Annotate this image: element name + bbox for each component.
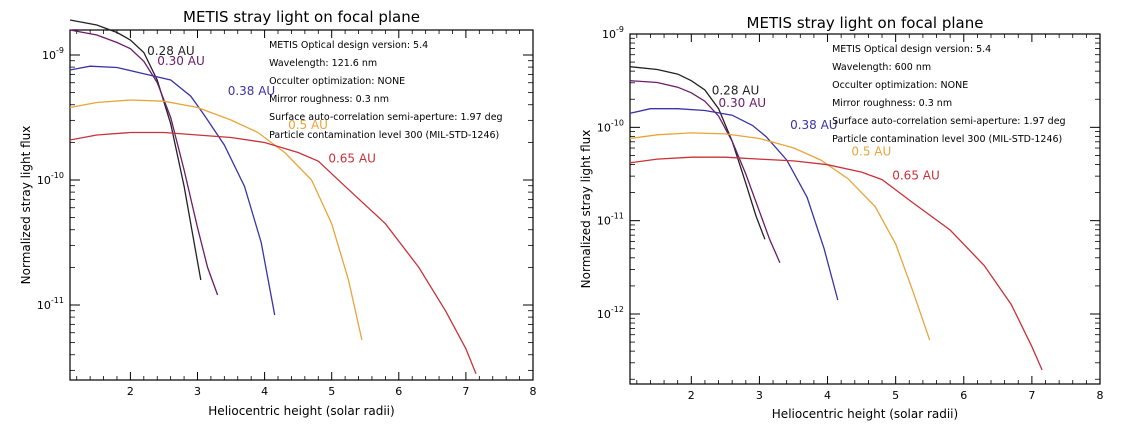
x-tick-label: 8	[530, 385, 537, 398]
annotation-line: Surface auto-correlation semi-aperture: …	[832, 116, 1066, 127]
annotation-line: Particle contamination level 300 (MIL-ST…	[832, 134, 1062, 145]
y-tick-exponent: -9	[616, 25, 624, 34]
series-line-0-65-au	[629, 156, 1043, 371]
y-tick-label: 10-9	[602, 25, 624, 41]
chart-right: METIS stray light on focal plane 2 3 4 5 6 7 8 1…	[579, 14, 1104, 421]
y-tick-exponent: -10	[51, 171, 64, 180]
y-tick-label: 10-12	[597, 305, 624, 321]
x-tick-label: 6	[395, 385, 402, 398]
series-line-0-38-au	[69, 65, 276, 316]
y-tick-label: 10-9	[42, 46, 64, 62]
annotation-line: Wavelength: 600 nm	[832, 62, 931, 73]
annotation-line: Surface auto-correlation semi-aperture: …	[269, 112, 503, 123]
y-tick-exponent: -12	[611, 305, 624, 314]
series-line-0-65-au	[69, 131, 477, 375]
y-tick-label: 10-10	[597, 118, 624, 134]
annotation-line: Mirror roughness: 0.3 nm	[832, 98, 952, 109]
y-tick-mantissa: 10	[597, 308, 611, 321]
series-line-0-30-au	[69, 29, 219, 296]
y-tick-label: 10-11	[597, 212, 624, 228]
x-tick-label: 2	[127, 385, 134, 398]
chart-title: METIS stray light on focal plane	[747, 14, 984, 32]
x-axis-label: Heliocentric height (solar radii)	[208, 404, 394, 418]
series-line-0-5-au	[629, 132, 931, 341]
series-label: 0.38 AU	[228, 84, 276, 98]
y-tick-mantissa: 10	[42, 49, 56, 62]
series-line-0-5-au	[69, 99, 363, 341]
series-label: 0.65 AU	[328, 152, 376, 166]
series-label: 0.5 AU	[288, 118, 328, 132]
y-tick-label: 10-10	[37, 171, 64, 187]
x-tick-label: 7	[1028, 389, 1035, 402]
x-tick-label: 3	[756, 389, 763, 402]
plot-frame	[69, 29, 534, 381]
chart-left: METIS stray light on focal plane 2 3 4 5 6 7 8 1…	[19, 8, 537, 418]
y-tick-exponent: -10	[611, 118, 624, 127]
series-line-0-28-au	[629, 66, 766, 240]
y-axis-label: Normalized stray light flux	[579, 130, 593, 289]
x-tick-label: 5	[328, 385, 335, 398]
y-tick-mantissa: 10	[597, 121, 611, 134]
annotation-line: METIS Optical design version: 5.4	[832, 44, 991, 55]
plot-frame	[629, 33, 1101, 385]
y-tick-mantissa: 10	[37, 174, 51, 187]
series-label: 0.65 AU	[892, 169, 940, 183]
y-tick-mantissa: 10	[602, 28, 616, 41]
annotation-line: Occulter optimization: NONE	[269, 76, 405, 87]
series-line-0-38-au	[629, 108, 839, 301]
x-tick-label: 3	[194, 385, 201, 398]
annotation-line: Mirror roughness: 0.3 nm	[269, 94, 389, 105]
x-tick-label: 7	[462, 385, 469, 398]
x-tick-label: 4	[261, 385, 268, 398]
annotation-line: METIS Optical design version: 5.4	[269, 40, 428, 51]
x-tick-label: 6	[960, 389, 967, 402]
y-axis-label: Normalized stray light flux	[19, 126, 33, 285]
series-label: 0.38 AU	[790, 118, 838, 132]
y-tick-exponent: -9	[56, 46, 64, 55]
y-tick-exponent: -11	[51, 296, 64, 305]
chart-title: METIS stray light on focal plane	[183, 8, 420, 26]
series-line-0-28-au	[69, 19, 202, 281]
series-label: 0.28 AU	[712, 84, 760, 98]
x-tick-label: 5	[892, 389, 899, 402]
annotation-line: Particle contamination level 300 (MIL-ST…	[269, 130, 499, 141]
y-tick-exponent: -11	[611, 212, 624, 221]
series-label: 0.30 AU	[719, 96, 767, 110]
y-tick-mantissa: 10	[37, 299, 51, 312]
x-tick-label: 4	[824, 389, 831, 402]
y-tick-mantissa: 10	[597, 215, 611, 228]
x-tick-label: 2	[688, 389, 695, 402]
series-line-0-30-au	[629, 80, 781, 263]
series-label: 0.5 AU	[851, 144, 891, 158]
annotation-line: Wavelength: 121.6 nm	[269, 58, 377, 69]
series-label: 0.30 AU	[157, 54, 205, 68]
series-label: 0.28 AU	[147, 44, 195, 58]
x-tick-label: 8	[1097, 389, 1104, 402]
annotation-line: Occulter optimization: NONE	[832, 80, 968, 91]
y-tick-label: 10-11	[37, 296, 64, 312]
x-axis-label: Heliocentric height (solar radii)	[772, 407, 958, 421]
